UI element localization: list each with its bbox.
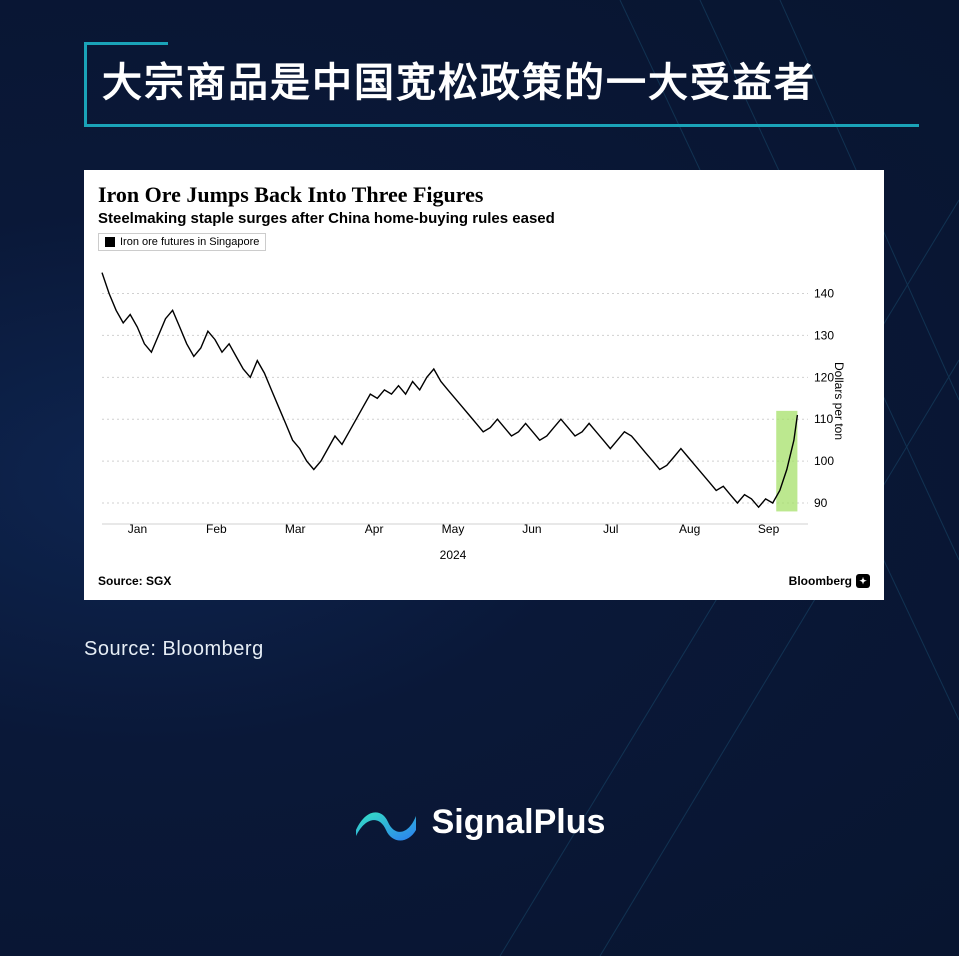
svg-text:110: 110: [814, 412, 833, 426]
outer-source: Source: Bloomberg: [84, 638, 264, 661]
chart-subtitle: Steelmaking staple surges after China ho…: [98, 210, 870, 227]
svg-text:140: 140: [814, 287, 834, 301]
svg-text:100: 100: [814, 454, 834, 468]
header-rule-bottom: [84, 124, 919, 127]
x-tick: Feb: [177, 522, 256, 544]
x-tick: Aug: [650, 522, 729, 544]
x-tick: Jul: [571, 522, 650, 544]
x-tick: Apr: [335, 522, 414, 544]
svg-text:130: 130: [814, 328, 834, 342]
chart-brand-text: Bloomberg: [789, 574, 852, 588]
header: 大宗商品是中国宽松政策的一大受益者: [84, 42, 919, 121]
x-axis-year: 2024: [98, 548, 808, 562]
header-rule-left: [84, 42, 87, 126]
brand-logo-text: SignalPlus: [432, 803, 606, 842]
x-tick: Jun: [492, 522, 571, 544]
plot-svg: 90100110120130140: [98, 256, 870, 546]
headline: 大宗商品是中国宽松政策的一大受益者: [84, 45, 919, 121]
chart-card: Iron Ore Jumps Back Into Three Figures S…: [84, 170, 884, 600]
x-tick: Jan: [98, 522, 177, 544]
x-tick: May: [414, 522, 493, 544]
chart-title: Iron Ore Jumps Back Into Three Figures: [98, 182, 870, 208]
brand-logo: SignalPlus: [0, 800, 959, 844]
x-axis: JanFebMarAprMayJunJulAugSep: [98, 522, 808, 544]
chart-brand: Bloomberg ✦: [789, 574, 870, 588]
y-axis-label: Dollars per ton: [832, 362, 846, 440]
svg-text:90: 90: [814, 496, 828, 510]
chart-legend: Iron ore futures in Singapore: [98, 233, 266, 251]
brand-logo-icon: [354, 800, 418, 844]
x-tick: Sep: [729, 522, 808, 544]
legend-swatch: [105, 237, 115, 247]
legend-label: Iron ore futures in Singapore: [120, 236, 259, 248]
plot-area: 90100110120130140 Dollars per ton JanFeb…: [98, 256, 870, 546]
x-tick: Mar: [256, 522, 335, 544]
chart-footer: Source: SGX Bloomberg ✦: [98, 574, 870, 588]
chart-source-inline: Source: SGX: [98, 574, 171, 588]
bloomberg-badge-icon: ✦: [856, 574, 870, 588]
